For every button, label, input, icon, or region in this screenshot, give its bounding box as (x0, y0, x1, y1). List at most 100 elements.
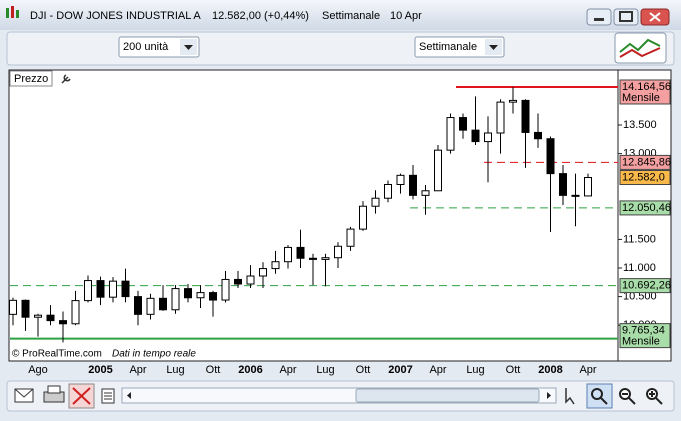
candle-body (21, 299, 30, 318)
toolbar (6, 31, 675, 66)
zoom-in-button[interactable] (646, 388, 663, 405)
candle-body (359, 205, 367, 230)
candle-body (196, 292, 205, 299)
candle-body (521, 99, 530, 133)
panel-title: Prezzo (14, 73, 48, 85)
level-label: 10.692,26 (622, 280, 671, 292)
level-box (619, 170, 671, 186)
level-box (619, 278, 671, 294)
level-label: 14.164,56 (622, 81, 671, 93)
y-tick-label: 10.500 (623, 291, 657, 303)
list-button[interactable] (101, 388, 115, 404)
minimize-button[interactable] (586, 8, 612, 26)
candle-body (159, 297, 167, 311)
candle-body (509, 99, 517, 103)
candle-body (321, 257, 330, 260)
trading-button[interactable] (68, 383, 95, 409)
x-tick-label: Apr (579, 364, 596, 376)
level-box (619, 154, 671, 170)
candle-body (459, 117, 467, 131)
timeframe-value: Settimanale (419, 41, 477, 53)
candle-body (246, 275, 255, 285)
candle-body (84, 280, 92, 302)
candle-body (396, 174, 405, 185)
y-tick-label: 11.500 (623, 233, 656, 245)
footer-note: Dati in tempo reale (112, 349, 196, 360)
candle-body (221, 278, 230, 301)
indicators-button[interactable] (614, 32, 667, 64)
x-tick-label: 2005 (88, 364, 112, 376)
x-tick-label: 2007 (388, 364, 412, 376)
candle-body (484, 132, 492, 143)
candle-body (121, 280, 130, 298)
candle-body (134, 296, 142, 315)
level-box (619, 200, 671, 216)
x-tick-label: 2006 (238, 364, 262, 376)
candle-body (96, 280, 105, 298)
x-tick-label: Apr (129, 364, 146, 376)
candle-body (34, 314, 42, 318)
x-tick-label: 2008 (538, 364, 562, 376)
candle-body (584, 177, 592, 197)
level-label: 9.765,34 (622, 325, 665, 337)
level-note: Mensile (622, 92, 660, 104)
zoom-fit-button[interactable] (586, 383, 613, 409)
candle-body (371, 197, 380, 207)
scrollbar[interactable] (121, 387, 557, 404)
mail-button[interactable] (14, 388, 34, 403)
candle-body (346, 228, 355, 247)
window-title: DJI - DOW JONES INDUSTRIAL A (30, 10, 201, 22)
chart-panel (8, 69, 672, 362)
timeframe-dropdown[interactable]: Settimanale (414, 36, 505, 58)
zoom-out-button[interactable] (619, 388, 636, 405)
candle-body (46, 314, 55, 322)
candle-body (571, 194, 580, 197)
candle-body (109, 280, 117, 298)
candle-body (71, 300, 80, 325)
candle-body (146, 297, 155, 315)
level-label: 12.050,46 (622, 202, 671, 214)
panel-tab (9, 70, 53, 87)
maximize-button[interactable] (613, 8, 639, 26)
x-tick-label: Lug (166, 364, 184, 376)
close-button[interactable] (640, 8, 670, 26)
level-note: Mensile (622, 336, 660, 348)
candle-body (271, 261, 280, 270)
candle-body (471, 129, 480, 143)
candle-body (284, 246, 292, 263)
level-label: 12.845,86 (622, 156, 671, 168)
candle-body (209, 292, 217, 301)
panel-settings-icon[interactable] (61, 74, 71, 84)
candle-body (559, 173, 567, 196)
title-bar (0, 0, 681, 30)
candle-body (384, 183, 392, 199)
x-tick-label: Lug (316, 364, 334, 376)
print-button[interactable] (43, 385, 65, 403)
x-tick-label: Apr (429, 364, 446, 376)
y-tick-label: 11.000 (623, 262, 656, 274)
candle-body (259, 268, 267, 277)
candle-body (421, 190, 430, 196)
candle-body (59, 320, 67, 325)
candle-body (334, 245, 342, 259)
app-icon (6, 6, 19, 18)
x-tick-label: Ott (356, 364, 371, 376)
x-tick-label: Ago (28, 364, 48, 376)
candle-body (434, 149, 442, 192)
candle-body (309, 257, 317, 260)
y-tick-label: 13.500 (623, 119, 657, 131)
x-tick-label: Ott (206, 364, 221, 376)
candle-body (184, 288, 192, 299)
x-tick-label: Apr (279, 364, 296, 376)
window-period: Settimanale (322, 10, 380, 22)
x-tick-label: Ott (506, 364, 521, 376)
level-box (619, 79, 671, 105)
units-dropdown[interactable]: 200 unità (118, 36, 200, 58)
candle-body (546, 138, 555, 175)
level-box (619, 323, 671, 349)
candle-body (171, 288, 180, 311)
candle-body (446, 117, 455, 151)
level-label: 12.582,0 (622, 171, 665, 183)
cursor-button[interactable] (565, 388, 575, 405)
